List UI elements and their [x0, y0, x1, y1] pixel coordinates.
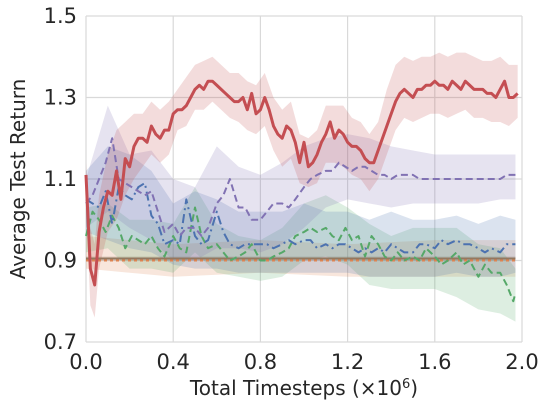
x-tick-label: 0.4 — [156, 350, 189, 374]
y-tick-label: 1.3 — [44, 86, 77, 110]
x-tick-labels: 0.0 0.4 0.8 1.2 1.6 2.0 — [69, 350, 538, 374]
x-tick-label: 1.2 — [331, 350, 364, 374]
y-tick-label: 1.5 — [44, 4, 77, 28]
y-axis-title: Average Test Return — [6, 79, 30, 280]
series-0-band — [86, 236, 516, 277]
series-lines — [84, 79, 519, 303]
y-tick-label: 1.1 — [44, 167, 77, 191]
y-tick-label: 0.7 — [44, 330, 77, 354]
x-tick-label: 2.0 — [505, 350, 538, 374]
y-tick-label: 0.9 — [44, 249, 77, 273]
series-3-band — [86, 146, 516, 277]
series-2-line — [85, 206, 517, 303]
series-3-line — [85, 182, 516, 254]
x-axis-title-exponent: 6 — [402, 377, 410, 392]
x-axis-title: Total Timesteps (×106) — [189, 376, 418, 400]
x-tick-label: 0.0 — [69, 350, 102, 374]
series-5-line — [84, 79, 519, 287]
series-4-line — [85, 137, 516, 238]
series-5-band — [86, 52, 518, 318]
series-4-band — [86, 105, 516, 261]
x-tick-label: 1.6 — [418, 350, 451, 374]
y-tick-labels: 0.7 0.9 1.1 1.3 1.5 — [44, 4, 77, 354]
x-tick-label: 0.8 — [244, 350, 277, 374]
